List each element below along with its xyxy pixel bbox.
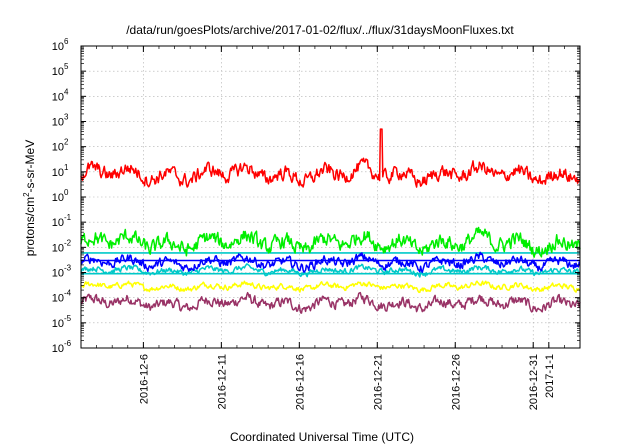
y-axis-label: protons/cm2-s-sr-MeV (22, 140, 37, 256)
y-tick-exponent: 0 (64, 188, 69, 197)
y-tick-label: 101 (52, 163, 69, 179)
y-tick-label: 10-5 (52, 314, 72, 330)
y-tick-label: 10-4 (52, 289, 72, 305)
y-tick-exponent: 2 (64, 138, 69, 147)
y-tick-exponent: -2 (64, 238, 72, 247)
y-tick-label: 10-1 (52, 213, 72, 229)
y-tick-exponent: -1 (64, 213, 72, 222)
y-tick-label: 10-2 (52, 238, 72, 254)
y-tick-label: 104 (52, 87, 69, 103)
y-axis-ticks: 10-610-510-410-310-210-11001011021031041… (52, 37, 580, 355)
y-tick-exponent: 6 (64, 37, 69, 46)
x-tick-label: 2016-12-11 (216, 354, 228, 409)
y-tick-exponent: -4 (64, 289, 72, 298)
series-line (80, 280, 581, 294)
x-axis-ticks: 2016-12-6 2016-12-11 2016-12-16 2016-12-21 2… (80, 46, 581, 410)
y-tick-label: 106 (52, 37, 69, 53)
series-line (80, 128, 581, 188)
series-line (80, 263, 581, 278)
y-tick-label: 10-6 (52, 339, 72, 355)
series-layer (80, 128, 581, 314)
series-line (80, 291, 581, 314)
y-tick-exponent: -5 (64, 314, 72, 323)
x-axis-label: Coordinated Universal Time (UTC) (230, 430, 414, 444)
y-tick-label: 100 (52, 188, 69, 204)
y-tick-exponent: 3 (64, 113, 69, 122)
x-tick-label: 2016-12-16 (294, 354, 306, 410)
x-tick-label: 2017-1-1 (544, 354, 556, 398)
y-tick-exponent: 1 (64, 163, 69, 172)
y-tick-exponent: 5 (64, 62, 69, 71)
x-tick-label: 2016-12-31 (528, 354, 540, 410)
y-tick-label: 102 (52, 138, 69, 154)
x-tick-label: 2016-12-6 (138, 354, 150, 404)
y-tick-exponent: -6 (64, 339, 72, 348)
series-line (80, 226, 581, 258)
series-line (80, 251, 581, 274)
y-tick-label: 105 (52, 62, 69, 78)
chart-title: /data/run/goesPlots/archive/2017-01-02/f… (126, 23, 514, 37)
y-tick-exponent: 4 (64, 87, 69, 96)
x-tick-label: 2016-12-21 (372, 354, 384, 410)
x-tick-label: 2016-12-26 (450, 354, 462, 410)
y-tick-label: 10-3 (52, 264, 72, 280)
y-tick-label: 103 (52, 113, 69, 129)
y-tick-exponent: -3 (64, 264, 72, 273)
